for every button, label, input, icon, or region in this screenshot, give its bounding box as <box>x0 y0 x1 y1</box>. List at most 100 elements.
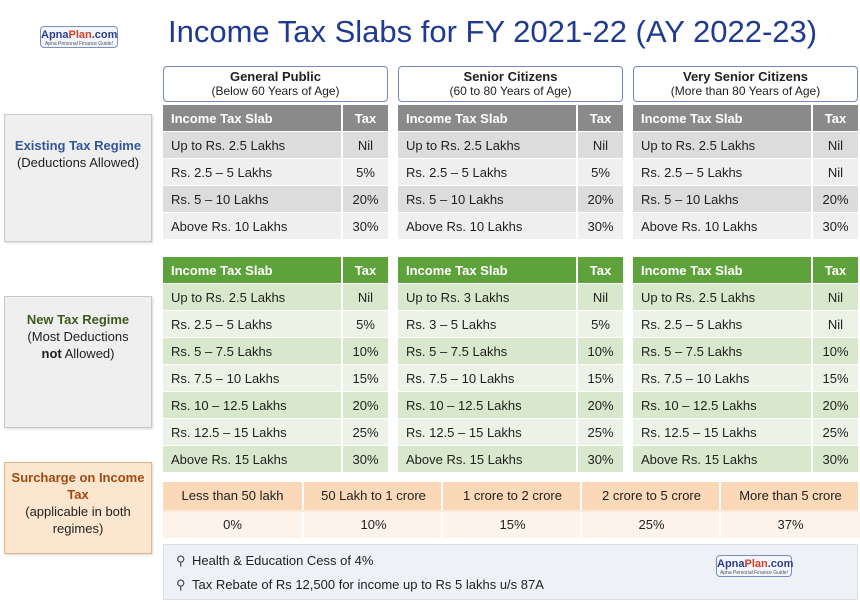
slab-cell: Rs. 3 – 5 Lakhs <box>398 311 576 337</box>
note-rebate: ⚲ Tax Rebate of Rs 12,500 for income up t… <box>176 577 544 592</box>
table-row: Above Rs. 10 Lakhs 30% <box>398 213 623 239</box>
table-row: Rs. 2.5 – 5 Lakhs 5% <box>398 159 623 185</box>
slab-cell: Rs. 12.5 – 15 Lakhs <box>633 419 811 445</box>
table-row: Rs. 2.5 – 5 Lakhs Nil <box>633 311 858 337</box>
tax-cell: Nil <box>811 159 858 185</box>
slab-cell: Rs. 2.5 – 5 Lakhs <box>633 311 811 337</box>
col-tax-header: Tax <box>811 257 858 283</box>
group-header-senior: Senior Citizens (60 to 80 Years of Age) <box>398 66 623 102</box>
table-row: Rs. 2.5 – 5 Lakhs 5% <box>163 159 388 185</box>
slab-cell: Rs. 12.5 – 15 Lakhs <box>163 419 341 445</box>
surcharge-label: Surcharge on Income Tax (applicable in b… <box>4 462 152 554</box>
slab-cell: Rs. 7.5 – 10 Lakhs <box>398 365 576 391</box>
slab-cell: Up to Rs. 2.5 Lakhs <box>398 132 576 158</box>
slab-cell: Above Rs. 15 Lakhs <box>633 446 811 472</box>
col-tax-header: Tax <box>341 105 388 131</box>
table-row: Up to Rs. 2.5 Lakhs Nil <box>633 132 858 158</box>
tax-cell: 5% <box>576 159 623 185</box>
tax-cell: 20% <box>811 392 858 418</box>
surcharge-bracket: More than 5 crore <box>719 482 860 510</box>
slab-cell: Rs. 10 – 12.5 Lakhs <box>398 392 576 418</box>
tax-cell: 5% <box>341 311 388 337</box>
table-header-row: Income Tax Slab Tax <box>633 257 858 283</box>
tax-cell: 15% <box>811 365 858 391</box>
surcharge-rate: 10% <box>302 512 443 538</box>
slab-cell: Up to Rs. 2.5 Lakhs <box>633 132 811 158</box>
col-slab-header: Income Tax Slab <box>633 105 811 131</box>
note-cess: ⚲ Health & Education Cess of 4% <box>176 553 374 568</box>
col-tax-header: Tax <box>576 257 623 283</box>
slab-cell: Rs. 12.5 – 15 Lakhs <box>398 419 576 445</box>
existing-table-general: Income Tax Slab Tax Up to Rs. 2.5 Lakhs Nil… <box>163 104 388 240</box>
table-row: Rs. 5 – 7.5 Lakhs 10% <box>633 338 858 364</box>
table-row: Up to Rs. 2.5 Lakhs Nil <box>163 132 388 158</box>
table-row: Rs. 7.5 – 10 Lakhs 15% <box>398 365 623 391</box>
brand-logo: ApnaPlan.com Apna Personal Finance Guide… <box>40 26 118 48</box>
slab-cell: Rs. 7.5 – 10 Lakhs <box>163 365 341 391</box>
tax-cell: 30% <box>811 213 858 239</box>
slab-cell: Rs. 2.5 – 5 Lakhs <box>163 159 341 185</box>
brand-logo-footer: ApnaPlan.com Apna Personal Finance Guide… <box>716 555 793 577</box>
tax-cell: 15% <box>576 365 623 391</box>
surcharge-rate: 15% <box>441 512 582 538</box>
surcharge-table: Less than 50 lakh 0% 50 Lakh to 1 crore 10%… <box>163 482 860 538</box>
slab-cell: Rs. 5 – 7.5 Lakhs <box>163 338 341 364</box>
tax-cell: 20% <box>576 392 623 418</box>
brand-tagline: Apna Personal Finance Guide! <box>44 41 114 47</box>
col-tax-header: Tax <box>341 257 388 283</box>
col-slab-header: Income Tax Slab <box>633 257 811 283</box>
table-header-row: Income Tax Slab Tax <box>163 105 388 131</box>
slab-cell: Up to Rs. 2.5 Lakhs <box>163 284 341 310</box>
tax-cell: 20% <box>341 392 388 418</box>
slab-cell: Up to Rs. 2.5 Lakhs <box>633 284 811 310</box>
table-row: Rs. 2.5 – 5 Lakhs 5% <box>163 311 388 337</box>
table-header-row: Income Tax Slab Tax <box>163 257 388 283</box>
table-header-row: Income Tax Slab Tax <box>398 257 623 283</box>
slab-cell: Rs. 10 – 12.5 Lakhs <box>633 392 811 418</box>
table-row: Up to Rs. 2.5 Lakhs Nil <box>398 132 623 158</box>
tax-cell: Nil <box>811 284 858 310</box>
table-row: Rs. 10 – 12.5 Lakhs 20% <box>633 392 858 418</box>
table-row: Rs. 5 – 10 Lakhs 20% <box>163 186 388 212</box>
slab-cell: Rs. 5 – 10 Lakhs <box>398 186 576 212</box>
table-row: Rs. 7.5 – 10 Lakhs 15% <box>163 365 388 391</box>
page-title: Income Tax Slabs for FY 2021-22 (AY 2022… <box>168 14 818 49</box>
pin-icon: ⚲ <box>176 553 186 568</box>
existing-regime-label: Existing Tax Regime (Deductions Allowed) <box>4 114 152 242</box>
col-tax-header: Tax <box>811 105 858 131</box>
new-regime-label: New Tax Regime (Most Deductions not Allo… <box>4 296 152 428</box>
tax-cell: 5% <box>341 159 388 185</box>
table-row: Rs. 10 – 12.5 Lakhs 20% <box>163 392 388 418</box>
table-row: Above Rs. 15 Lakhs 30% <box>633 446 858 472</box>
surcharge-rate: 25% <box>580 512 721 538</box>
table-row: Above Rs. 10 Lakhs 30% <box>163 213 388 239</box>
table-row: Rs. 3 – 5 Lakhs 5% <box>398 311 623 337</box>
table-header-row: Income Tax Slab Tax <box>633 105 858 131</box>
slab-cell: Up to Rs. 3 Lakhs <box>398 284 576 310</box>
new-table-very-senior: Income Tax Slab Tax Up to Rs. 2.5 Lakhs Nil… <box>633 256 858 473</box>
table-row: Rs. 12.5 – 15 Lakhs 25% <box>633 419 858 445</box>
slab-cell: Rs. 2.5 – 5 Lakhs <box>398 159 576 185</box>
slab-cell: Rs. 2.5 – 5 Lakhs <box>163 311 341 337</box>
surcharge-rate: 37% <box>719 512 860 538</box>
surcharge-bracket: 50 Lakh to 1 crore <box>302 482 443 510</box>
notes-box: ⚲ Health & Education Cess of 4% ⚲ Tax Reba… <box>163 544 858 600</box>
pin-icon: ⚲ <box>176 577 186 592</box>
tax-cell: 20% <box>811 186 858 212</box>
table-row: Rs. 5 – 7.5 Lakhs 10% <box>398 338 623 364</box>
tax-cell: 10% <box>576 338 623 364</box>
table-row: Up to Rs. 2.5 Lakhs Nil <box>163 284 388 310</box>
table-row: Rs. 12.5 – 15 Lakhs 25% <box>163 419 388 445</box>
surcharge-bracket: 2 crore to 5 crore <box>580 482 721 510</box>
slab-cell: Above Rs. 10 Lakhs <box>163 213 341 239</box>
table-row: Above Rs. 15 Lakhs 30% <box>163 446 388 472</box>
tax-cell: 30% <box>341 213 388 239</box>
existing-table-very-senior: Income Tax Slab Tax Up to Rs. 2.5 Lakhs Nil… <box>633 104 858 240</box>
table-row: Up to Rs. 2.5 Lakhs Nil <box>633 284 858 310</box>
existing-table-senior: Income Tax Slab Tax Up to Rs. 2.5 Lakhs Nil… <box>398 104 623 240</box>
table-row: Rs. 5 – 10 Lakhs 20% <box>633 186 858 212</box>
brand-name: ApnaPlan.com <box>41 29 118 41</box>
table-row: Rs. 12.5 – 15 Lakhs 25% <box>398 419 623 445</box>
surcharge-bracket: Less than 50 lakh <box>181 488 284 503</box>
tax-cell: Nil <box>576 132 623 158</box>
